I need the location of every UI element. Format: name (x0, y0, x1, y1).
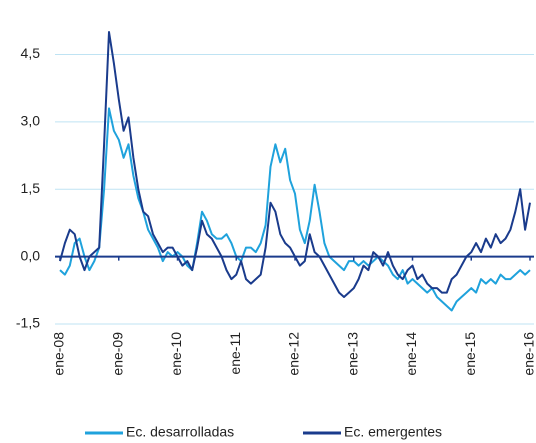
legend-label: Ec. emergentes (344, 424, 442, 440)
legend-label: Ec. desarrolladas (126, 424, 234, 440)
x-tick-label: ene-13 (344, 332, 360, 376)
series-line (59, 107, 531, 312)
x-tick-label: ene-10 (168, 332, 184, 376)
y-tick-label: -1,5 (16, 315, 40, 331)
x-tick-label: ene-14 (403, 332, 419, 376)
y-tick-label: 0,0 (21, 247, 41, 263)
x-tick-label: ene-12 (286, 332, 302, 376)
x-tick-label: ene-08 (51, 332, 67, 376)
x-tick-label: ene-09 (109, 332, 125, 376)
x-tick-label: ene-16 (521, 332, 536, 376)
x-tick-label: ene-11 (227, 332, 243, 375)
y-tick-label: 1,5 (21, 180, 41, 196)
x-tick-label: ene-15 (462, 332, 478, 376)
y-tick-label: 3,0 (21, 113, 41, 129)
y-tick-label: 4,5 (21, 45, 41, 61)
